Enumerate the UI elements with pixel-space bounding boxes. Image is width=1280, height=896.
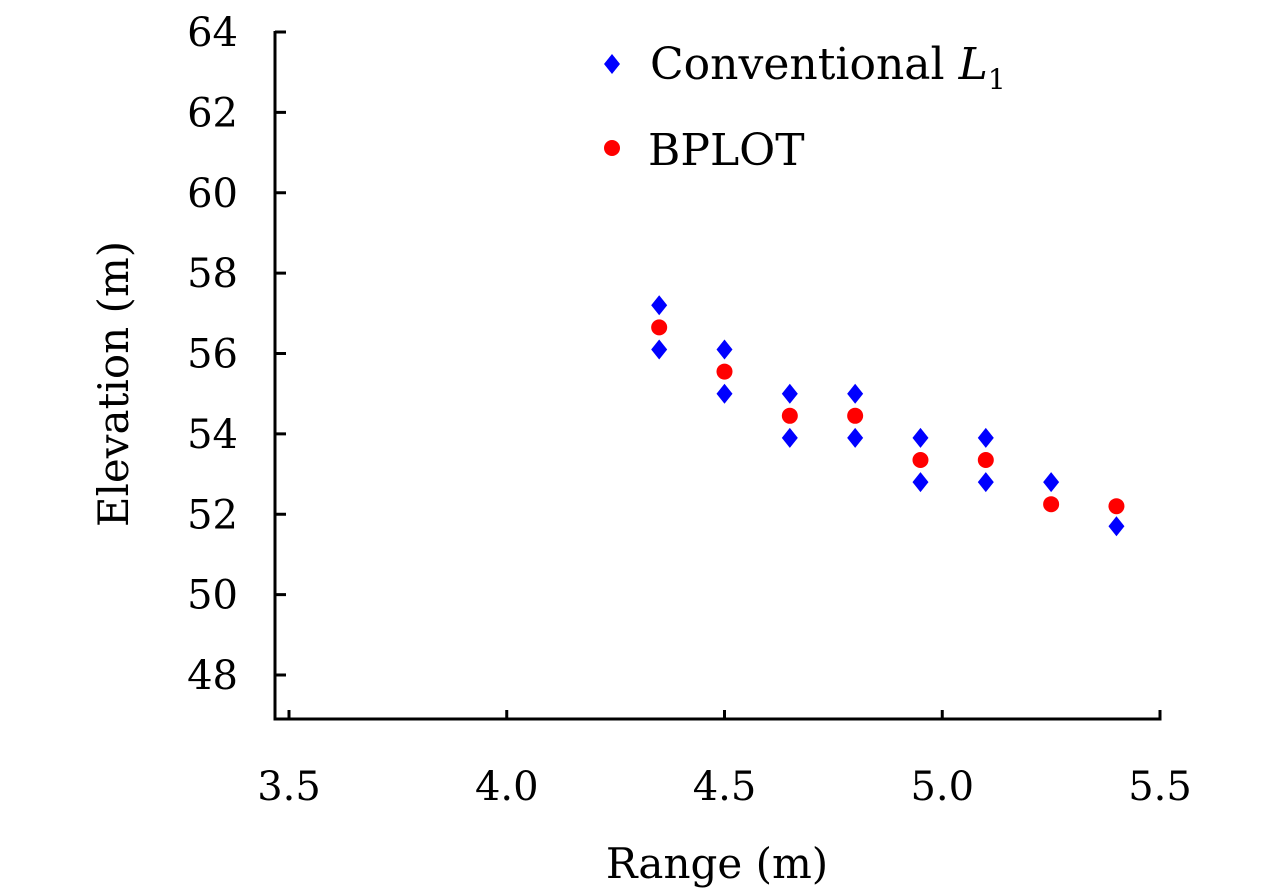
x-tick-label: 3.5 <box>257 764 321 810</box>
data-point-circle <box>651 319 668 336</box>
data-point-circle <box>716 363 733 380</box>
y-tick-label: 52 <box>187 492 238 538</box>
data-markers <box>651 295 1125 537</box>
y-tick-label: 50 <box>187 573 238 619</box>
y-axis-title: Elevation (m) <box>89 241 138 527</box>
data-point-diamond <box>781 427 798 448</box>
y-tick-label: 62 <box>187 90 238 136</box>
data-point-diamond <box>1043 472 1060 493</box>
data-point-diamond <box>977 472 994 493</box>
data-point-circle <box>912 451 929 468</box>
legend-circle-icon <box>604 140 620 156</box>
legend-label-bplot: BPLOT <box>648 125 805 176</box>
y-tick-label: 56 <box>187 332 238 378</box>
axes <box>273 31 1162 721</box>
data-point-circle <box>847 407 864 424</box>
data-point-diamond <box>716 339 733 360</box>
legend-diamond-icon <box>604 54 620 74</box>
x-tick-label: 5.0 <box>910 764 974 810</box>
data-point-diamond <box>912 427 929 448</box>
y-tick-label: 58 <box>187 251 238 297</box>
legend: Conventional L1 BPLOT <box>604 39 1006 176</box>
legend-label-conventional: Conventional L1 <box>650 39 1006 96</box>
legend-label-italic: L <box>958 39 988 90</box>
series-bplot <box>651 319 1125 515</box>
data-point-diamond <box>651 295 668 316</box>
x-axis-title: Range (m) <box>606 839 828 888</box>
y-tick-label: 60 <box>187 171 238 217</box>
x-axis-ticks: 3.5 4.0 4.5 5.0 5.5 <box>257 710 1192 810</box>
data-point-circle <box>781 407 798 424</box>
x-tick-label: 5.5 <box>1128 764 1192 810</box>
data-point-circle <box>1043 496 1060 513</box>
x-tick-label: 4.5 <box>693 764 757 810</box>
data-point-diamond <box>912 472 929 493</box>
data-point-circle <box>977 451 994 468</box>
y-tick-label: 54 <box>187 412 238 458</box>
data-point-circle <box>1108 498 1125 515</box>
x-tick-label: 4.0 <box>475 764 539 810</box>
legend-label-subscript: 1 <box>988 63 1006 96</box>
y-tick-label: 48 <box>187 653 238 699</box>
data-point-diamond <box>781 383 798 404</box>
legend-item-bplot: BPLOT <box>604 125 805 176</box>
data-point-diamond <box>716 383 733 404</box>
legend-item-conventional-l1: Conventional L1 <box>604 39 1006 96</box>
data-point-diamond <box>847 427 864 448</box>
data-point-diamond <box>651 339 668 360</box>
data-point-diamond <box>977 427 994 448</box>
data-point-diamond <box>847 383 864 404</box>
y-tick-label: 64 <box>187 10 238 56</box>
series-conventional-l1 <box>651 295 1125 537</box>
data-point-diamond <box>1108 516 1125 537</box>
legend-label-main: Conventional <box>650 39 959 90</box>
y-axis-ticks: 48 50 52 54 56 58 60 62 64 <box>187 10 286 699</box>
